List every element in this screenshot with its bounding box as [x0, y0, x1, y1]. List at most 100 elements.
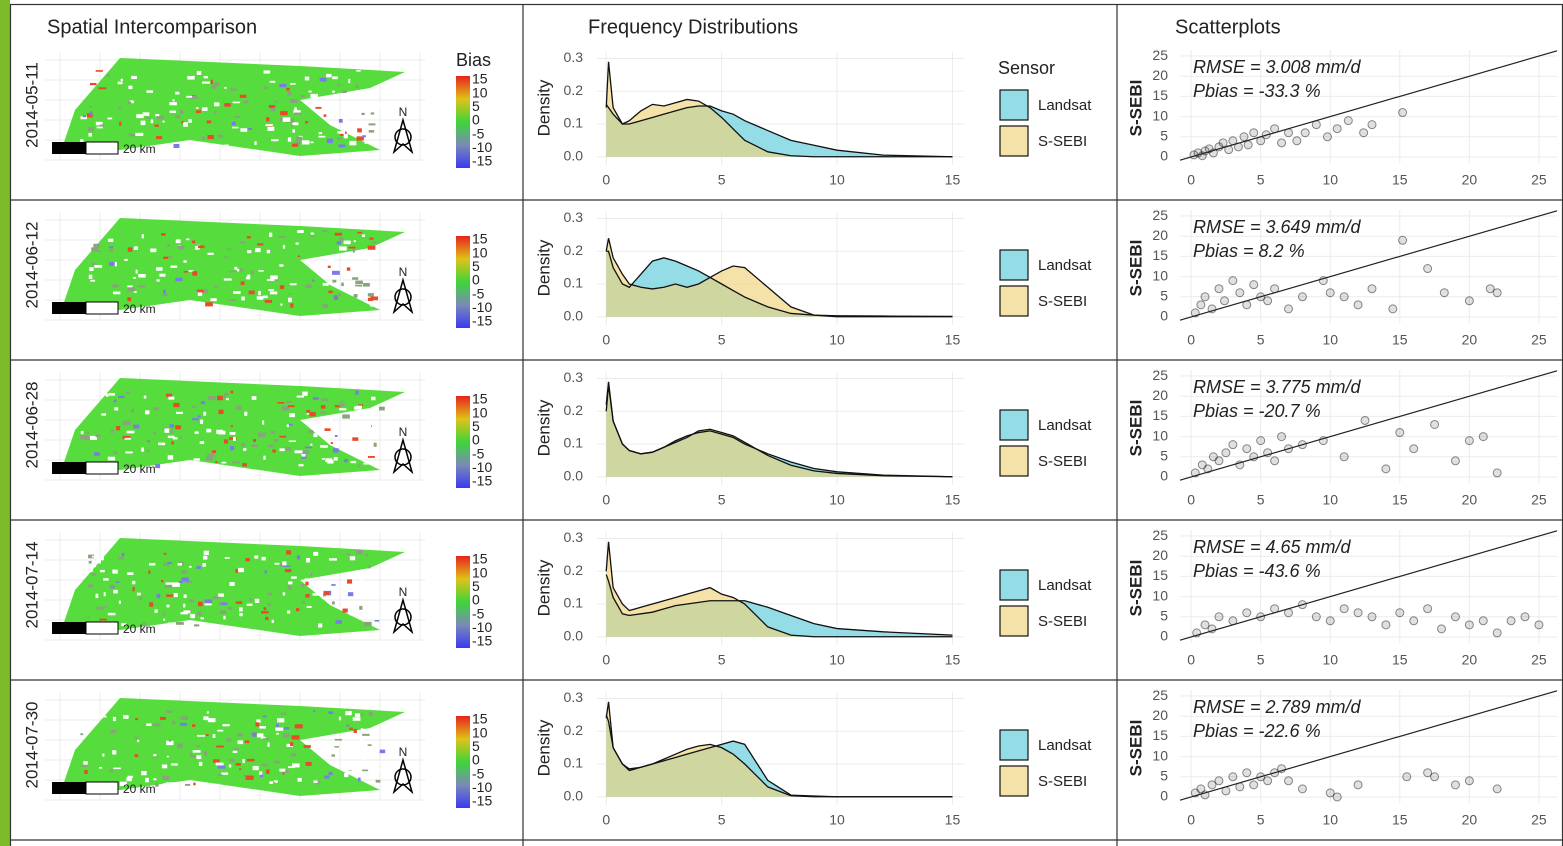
y-tick-label: 0.2 — [564, 402, 584, 418]
map-speck — [267, 127, 274, 131]
map-speck — [323, 283, 329, 286]
annotation: RMSE = 3.649 mm/d — [1193, 217, 1362, 237]
map-speck — [229, 299, 236, 301]
map-speck — [344, 134, 348, 138]
map-speck — [380, 750, 385, 754]
map-speck — [173, 403, 179, 407]
map-speck — [127, 287, 135, 291]
map-speck — [141, 447, 144, 451]
map-speck — [208, 396, 216, 400]
map-speck — [328, 266, 331, 268]
map-speck — [263, 456, 265, 460]
map-speck — [355, 390, 359, 394]
map-speck — [283, 117, 291, 121]
map-speck — [150, 249, 156, 253]
map-speck — [186, 239, 189, 241]
y-axis-label: S-SEBI — [1126, 80, 1145, 137]
x-tick-label: 5 — [1257, 172, 1265, 188]
map-speck — [236, 406, 242, 410]
map-speck — [338, 144, 345, 147]
map-speck — [156, 136, 162, 139]
map-speck — [169, 739, 172, 742]
map-speck — [192, 271, 197, 275]
map-speck — [266, 117, 269, 121]
map-speck — [365, 571, 372, 574]
map-speck — [190, 614, 195, 618]
scatter-point — [1382, 465, 1390, 473]
scatter-point — [1535, 621, 1543, 629]
scatter-point — [1451, 781, 1459, 789]
map-speck — [205, 603, 212, 605]
y-axis-label: S-SEBI — [1126, 240, 1145, 297]
scatter-point — [1493, 629, 1501, 637]
scatter-point — [1451, 613, 1459, 621]
map-speck — [298, 256, 300, 258]
map-speck — [349, 728, 353, 730]
map-speck — [113, 717, 116, 721]
map-speck — [335, 435, 338, 437]
y-tick-label: 0.1 — [564, 435, 584, 451]
y-tick-label: 0.3 — [564, 369, 584, 385]
map-speck — [269, 105, 275, 108]
map-speck — [88, 617, 90, 619]
y-tick-label: 20 — [1152, 227, 1168, 243]
y-tick-label: 0.1 — [564, 275, 584, 291]
map-speck — [295, 450, 303, 453]
map-speck — [266, 770, 269, 774]
map-speck — [354, 240, 356, 242]
map-speck — [153, 432, 156, 434]
map-speck — [104, 606, 107, 608]
map-speck — [146, 450, 150, 452]
legend-label: Landsat — [1038, 257, 1092, 274]
map-speck — [239, 607, 243, 611]
map-speck — [285, 569, 291, 572]
map-speck — [99, 767, 102, 769]
x-tick-label: 0 — [1187, 812, 1195, 828]
map-speck — [245, 740, 249, 743]
map-speck — [305, 578, 310, 581]
map-speck — [342, 118, 346, 121]
map-speck — [265, 300, 272, 303]
map-speck — [233, 748, 238, 750]
map-speck — [98, 557, 104, 560]
x-tick-label: 5 — [718, 332, 726, 348]
map-speck — [342, 90, 347, 93]
y-tick-label: 0.1 — [564, 595, 584, 611]
map-speck — [297, 230, 304, 233]
map-speck — [302, 140, 310, 144]
map-speck — [97, 127, 103, 129]
map-speck — [262, 557, 266, 561]
scatter-point — [1201, 293, 1209, 301]
map-speck — [247, 604, 253, 606]
scatter-point — [1323, 133, 1331, 141]
map-speck — [280, 111, 287, 115]
map-speck — [318, 136, 325, 138]
map-speck — [288, 405, 295, 407]
map-speck — [135, 718, 138, 720]
map-speck — [102, 754, 104, 757]
map-speck — [270, 291, 277, 294]
map-speck — [121, 79, 123, 81]
map-speck — [80, 733, 83, 735]
map-speck — [203, 716, 208, 720]
map-speck — [203, 412, 206, 416]
legend-key — [1000, 90, 1028, 120]
scatter-point — [1340, 605, 1348, 613]
map-speck — [202, 82, 210, 84]
map-speck — [112, 570, 117, 574]
map-speck — [192, 418, 199, 420]
legend-key — [1000, 570, 1028, 600]
map-speck — [285, 447, 292, 450]
map-speck — [176, 622, 184, 625]
map-speck — [163, 290, 166, 294]
map-speck — [196, 745, 200, 747]
map-speck — [302, 450, 310, 454]
map-speck — [145, 410, 149, 414]
map-speck — [214, 111, 217, 113]
map-speck — [349, 768, 353, 770]
map-speck — [171, 429, 173, 433]
map-speck — [321, 78, 326, 82]
map-speck — [301, 454, 305, 457]
map-speck — [245, 558, 249, 561]
map-speck — [247, 236, 251, 238]
